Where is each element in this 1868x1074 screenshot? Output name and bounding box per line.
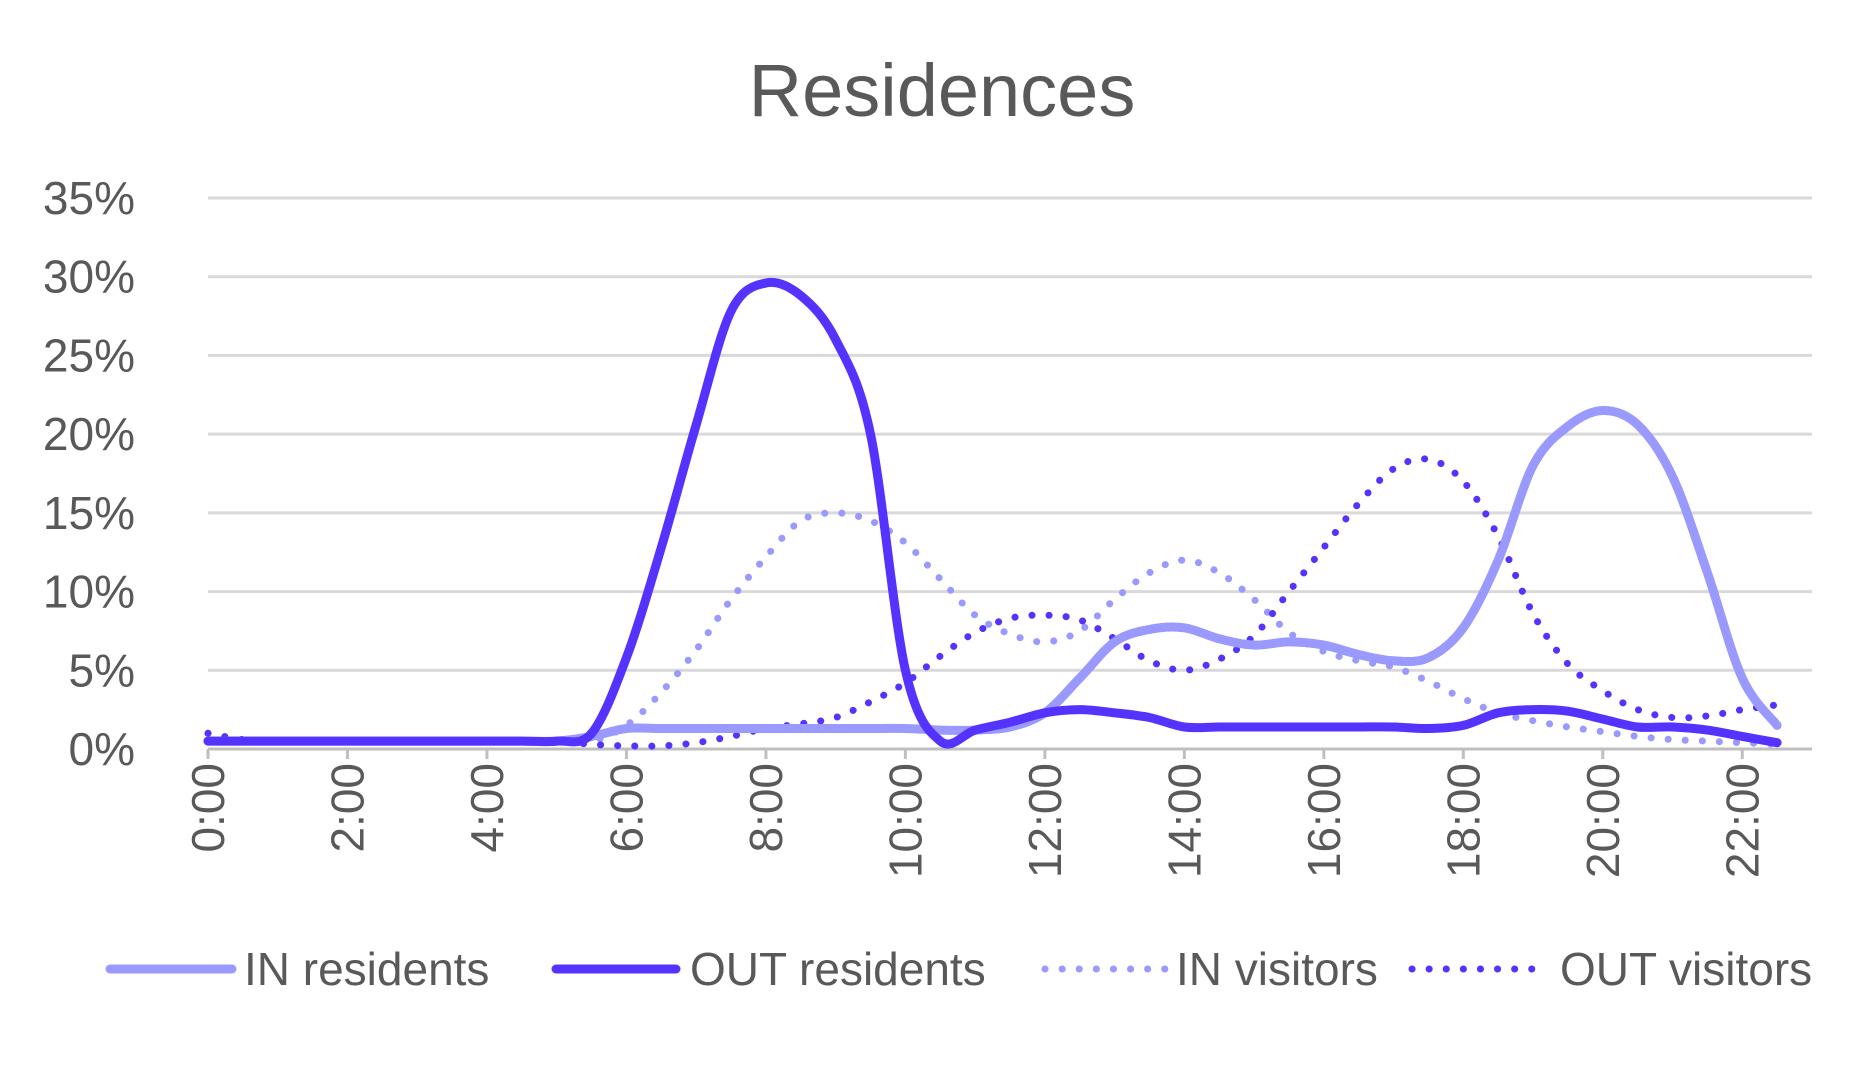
x-tick-label: 8:00 [740,763,792,853]
y-tick-label: 10% [43,566,135,618]
x-tick-label: 4:00 [461,763,513,853]
series-line-out-residents [203,277,1782,749]
x-tick-label: 10:00 [879,763,931,878]
legend-item: IN visitors [1041,943,1378,995]
legend-label: IN visitors [1176,943,1378,995]
y-tick-label: 0% [69,723,135,775]
y-axis-ticks: 0% 5% 10% 15% 20% 25% 30% 35% [43,172,135,775]
x-tick-label: 16:00 [1298,763,1350,878]
series-line-in-visitors [204,509,1781,748]
x-tick-label: 20:00 [1577,763,1629,878]
series-line-in-residents [203,406,1782,746]
chart-title: Residences [749,49,1136,132]
y-tick-label: 30% [43,251,135,303]
y-tick-label: 35% [43,172,135,224]
legend-item: OUT visitors [1408,943,1812,995]
x-tick-label: 14:00 [1158,763,1210,878]
legend-item: IN residents [105,943,489,995]
x-tick-label: 18:00 [1437,763,1489,878]
x-tick-label: 2:00 [321,763,373,853]
legend-item: OUT residents [551,943,986,995]
x-tick-label: 6:00 [600,763,652,853]
series-lines [203,277,1782,750]
legend-label: OUT residents [690,943,986,995]
y-tick-label: 25% [43,329,135,381]
grid-lines [208,196,1812,751]
legend: IN residents OUT residents IN visitors OUT … [105,943,1812,995]
y-tick-label: 20% [43,408,135,460]
series-line-out-visitors [204,455,1781,750]
x-axis-ticks: 0:00 2:00 4:00 6:00 8:00 10:00 12:00 14:00 16:00… [182,749,1768,878]
y-tick-label: 15% [43,487,135,539]
x-tick-label: 12:00 [1019,763,1071,878]
x-tick-label: 22:00 [1716,763,1768,878]
x-tick-label: 0:00 [182,763,234,853]
y-tick-label: 5% [69,644,135,696]
legend-label: OUT visitors [1560,943,1812,995]
legend-label: IN residents [244,943,489,995]
